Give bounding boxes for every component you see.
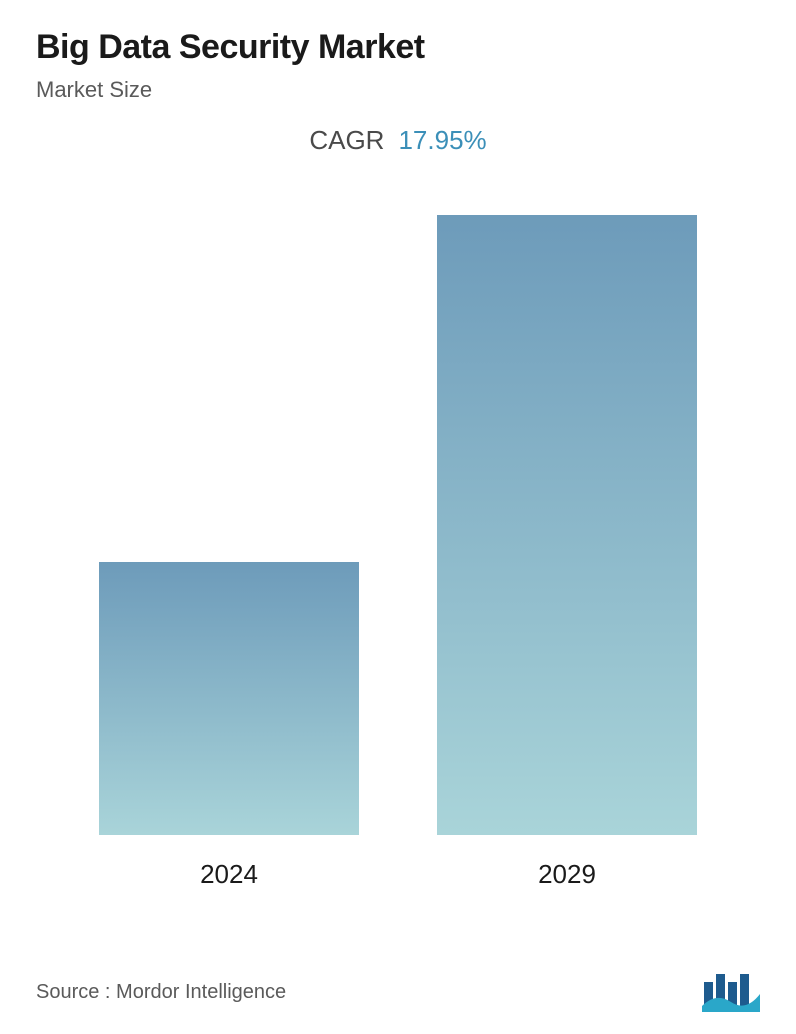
bar: [99, 562, 359, 835]
source-prefix: Source :: [36, 981, 116, 1003]
cagr-label: CAGR: [309, 125, 384, 155]
bar-label: 2029: [538, 859, 596, 890]
mordor-logo-icon: [702, 972, 760, 1012]
footer: Source : Mordor Intelligence: [36, 972, 760, 1012]
bar-label: 2024: [200, 859, 258, 890]
chart-title: Big Data Security Market: [36, 28, 760, 67]
chart-subtitle: Market Size: [36, 77, 760, 103]
bar-group: 2029: [427, 215, 707, 890]
bar-chart: 2024 2029: [60, 210, 736, 890]
source-name: Mordor Intelligence: [116, 981, 286, 1003]
cagr-row: CAGR 17.95%: [0, 125, 796, 156]
cagr-value: 17.95%: [398, 125, 486, 155]
source-attribution: Source : Mordor Intelligence: [36, 981, 286, 1004]
bar: [437, 215, 697, 835]
bar-group: 2024: [89, 562, 369, 890]
